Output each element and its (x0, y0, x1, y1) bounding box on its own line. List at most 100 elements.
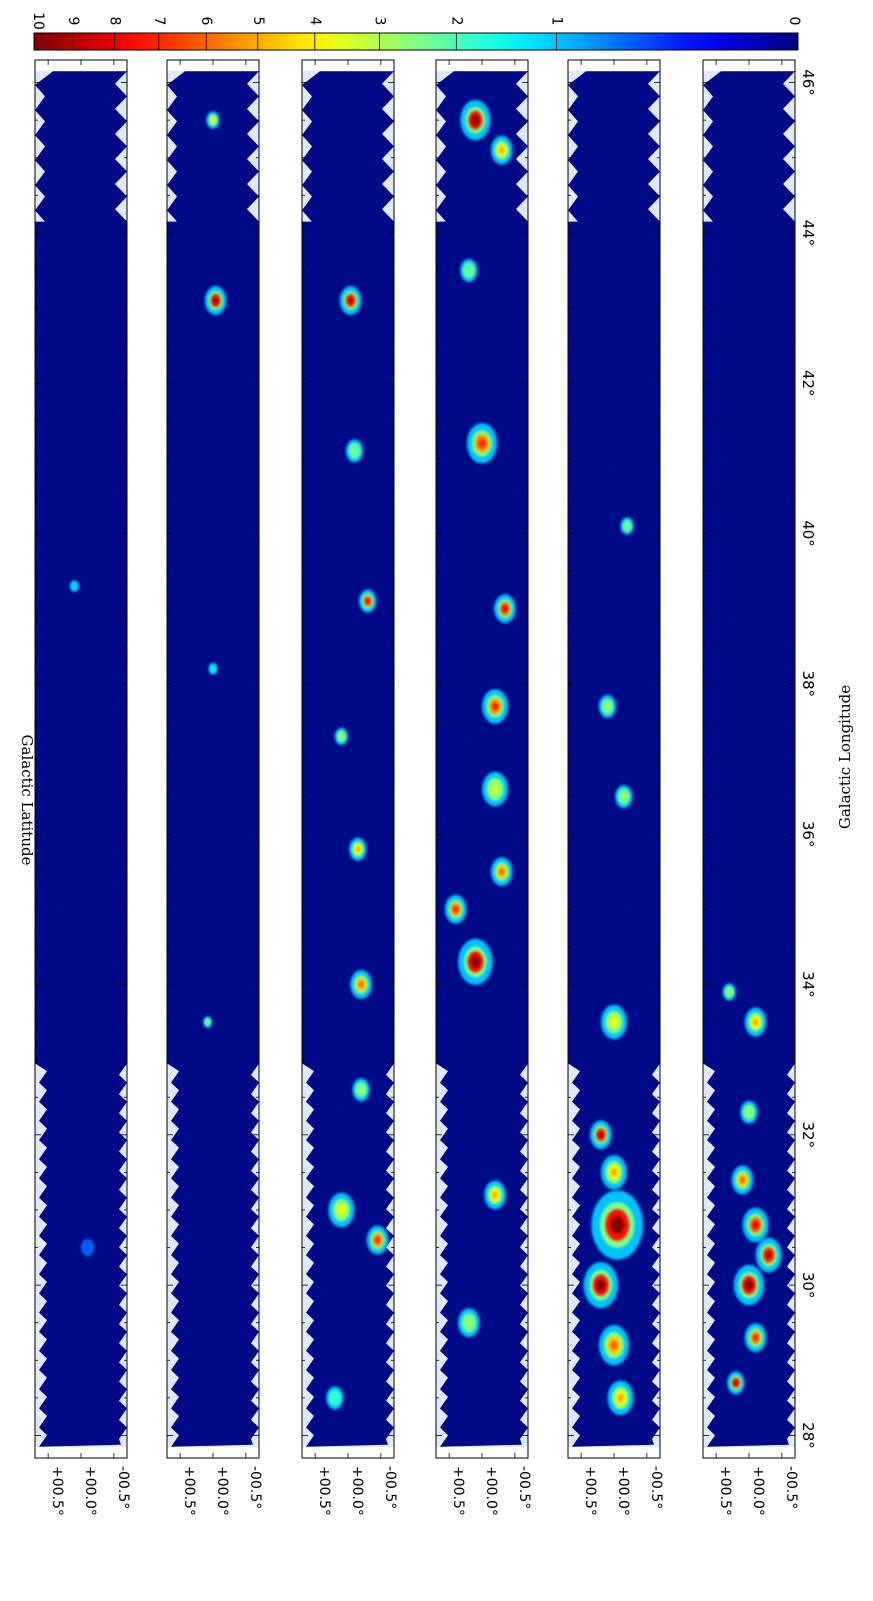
y-tick-label: +00.0° (483, 1466, 499, 1516)
y-tick-label: +00.5° (49, 1466, 65, 1516)
emission-clump (339, 734, 344, 739)
emission-clump (745, 1280, 753, 1291)
emission-clump (499, 146, 505, 154)
x-tick-label: 28° (799, 1422, 817, 1449)
noise-texture (436, 71, 528, 1447)
y-tick-label: +00.5° (582, 1466, 598, 1516)
emission-clump (466, 267, 472, 274)
y-axis-title: Galactic Latitude (18, 735, 36, 866)
x-axis-title: Galactic Longitude (836, 685, 854, 829)
y-tick-label: +00.5° (717, 1466, 733, 1516)
y-tick-label: +00.0° (214, 1466, 230, 1516)
emission-clump (610, 1017, 618, 1027)
emission-clump (206, 1020, 209, 1024)
x-tick-label: 30° (799, 1272, 817, 1299)
y-tick-label: +00.5° (316, 1466, 332, 1516)
emission-clump (347, 296, 354, 305)
x-tick-label: 46° (799, 69, 817, 96)
y-tick-label: +00.0° (750, 1466, 766, 1516)
emission-clump (358, 980, 364, 989)
colorbar-tick-label: 5 (250, 17, 266, 26)
emission-clump (478, 438, 486, 449)
emission-clump (85, 1245, 90, 1250)
x-tick-label: 32° (799, 1122, 817, 1149)
panel: +00.5°+00.0°-00.5°100 to 130 kms−1 (702, 59, 799, 1516)
y-tick-label: +00.0° (82, 1466, 98, 1516)
y-tick-label: +00.0° (615, 1466, 631, 1516)
emission-clump (765, 1250, 772, 1260)
colorbar-tick-label: 8 (107, 17, 123, 26)
emission-clump (73, 584, 76, 588)
emission-clump (499, 868, 505, 876)
emission-clump (374, 1236, 381, 1244)
x-tick-label: 36° (799, 821, 817, 848)
emission-clump (491, 784, 499, 794)
emission-clump (598, 1131, 604, 1139)
emission-clump (625, 523, 629, 529)
y-tick-label: -00.5° (247, 1466, 263, 1509)
colorbar: 10 9 8 7 6 5 4 3 2 1 0 (30, 12, 802, 51)
x-tick-label: 42° (799, 370, 817, 397)
emission-clump (466, 1319, 472, 1327)
emission-clump (752, 1220, 759, 1230)
panel: +00.5°+00.0°-00.5°40 to 70 kms−1 (435, 59, 532, 1516)
emission-clump (502, 605, 508, 613)
colorbar-tick-label: 1 (548, 17, 564, 26)
y-tick-label: +00.5° (181, 1466, 197, 1516)
emission-clump (596, 1279, 606, 1291)
y-tick-label: +00.0° (349, 1466, 365, 1516)
emission-clump (610, 1340, 618, 1351)
noise-texture (568, 71, 660, 1447)
emission-clump (358, 1086, 364, 1093)
noise-texture (35, 71, 127, 1447)
colorbar-gradient (33, 32, 799, 51)
emission-clump (605, 703, 610, 710)
emission-clump (733, 1379, 739, 1386)
colorbar-tick-label: 2 (448, 17, 464, 26)
y-tick-label: -00.5° (382, 1466, 398, 1509)
noise-texture (167, 71, 259, 1447)
noise-texture (302, 71, 394, 1447)
colorbar-tick-label: 3 (372, 17, 388, 26)
emission-clump (752, 1018, 759, 1026)
y-tick-label: -00.5° (783, 1466, 799, 1509)
emission-clump (453, 905, 459, 913)
emission-clump (610, 1168, 618, 1177)
colorbar-tick-label: 10 (30, 12, 46, 30)
emission-clump (352, 447, 357, 454)
panel: +00.5°+00.0°-00.5°-20 to 10 kms−1 (166, 59, 263, 1516)
emission-clump (365, 598, 370, 605)
x-tick-label: 44° (799, 220, 817, 247)
emission-clump (338, 1205, 345, 1215)
emission-clump (610, 1216, 624, 1234)
colorbar-tick-label: 0 (786, 17, 802, 26)
x-tick-label: 34° (799, 971, 817, 998)
y-tick-label: +00.5° (450, 1466, 466, 1516)
colorbar-ticks: 10 9 8 7 6 5 4 3 2 1 0 (30, 12, 802, 50)
x-tick-label: 38° (799, 671, 817, 698)
emission-clump (332, 1394, 338, 1401)
emission-clump (471, 956, 480, 968)
emission-clump (739, 1176, 746, 1184)
y-tick-label: -00.5° (516, 1466, 532, 1509)
y-tick-label: -00.5° (648, 1466, 664, 1509)
colorbar-tick-label: 9 (65, 17, 81, 26)
emission-clump (211, 117, 215, 123)
emission-clump (492, 1191, 498, 1199)
emission-clump (212, 296, 219, 305)
x-tick-label: 40° (799, 520, 817, 547)
panel: +00.5°+00.0°-00.5°70 to 100 kms−1 (567, 59, 664, 1516)
emission-clump (491, 702, 499, 711)
panel: +00.5°+00.0°-00.5°-50 to -20 kms−1 (34, 59, 131, 1516)
emission-clump (617, 1393, 624, 1403)
emission-clump (355, 846, 361, 853)
emission-clump (471, 115, 480, 126)
panel: +00.5°+00.0°-00.5°10 to 40 kms−1 (301, 59, 398, 1516)
y-tick-label: -00.5° (115, 1466, 131, 1509)
emission-clump (746, 1109, 752, 1116)
emission-clump (727, 989, 731, 995)
emission-clump (211, 667, 215, 671)
emission-clump (752, 1334, 759, 1342)
colorbar-tick-label: 6 (198, 17, 214, 26)
